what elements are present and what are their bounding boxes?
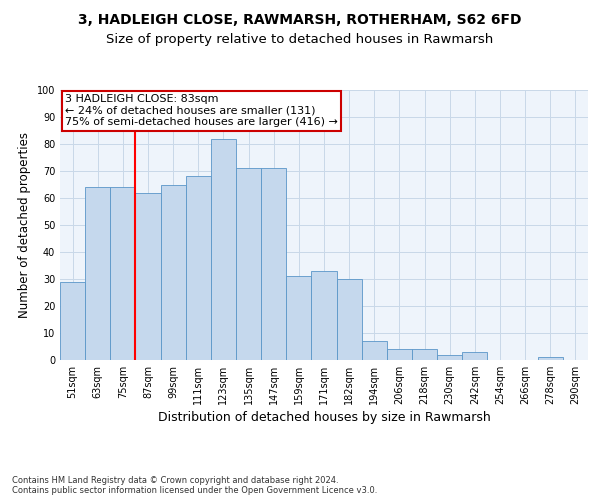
Bar (538, 358, 563, 360)
X-axis label: Distribution of detached houses by size in Rawmarsh: Distribution of detached houses by size … (158, 411, 490, 424)
Bar (236, 168, 261, 360)
Bar (136, 192, 161, 360)
Text: Contains HM Land Registry data © Crown copyright and database right 2024.
Contai: Contains HM Land Registry data © Crown c… (12, 476, 377, 495)
Bar (110, 187, 136, 360)
Bar (186, 176, 211, 360)
Text: 3 HADLEIGH CLOSE: 83sqm
← 24% of detached houses are smaller (131)
75% of semi-d: 3 HADLEIGH CLOSE: 83sqm ← 24% of detache… (65, 94, 338, 127)
Bar (311, 271, 337, 360)
Bar (85, 187, 110, 360)
Bar (387, 349, 412, 360)
Bar (412, 349, 437, 360)
Bar (462, 352, 487, 360)
Bar (261, 168, 286, 360)
Bar (362, 341, 387, 360)
Text: Size of property relative to detached houses in Rawmarsh: Size of property relative to detached ho… (106, 32, 494, 46)
Bar (60, 282, 85, 360)
Bar (437, 354, 462, 360)
Y-axis label: Number of detached properties: Number of detached properties (18, 132, 31, 318)
Bar (286, 276, 311, 360)
Text: 3, HADLEIGH CLOSE, RAWMARSH, ROTHERHAM, S62 6FD: 3, HADLEIGH CLOSE, RAWMARSH, ROTHERHAM, … (78, 12, 522, 26)
Bar (211, 138, 236, 360)
Bar (161, 184, 186, 360)
Bar (337, 279, 362, 360)
